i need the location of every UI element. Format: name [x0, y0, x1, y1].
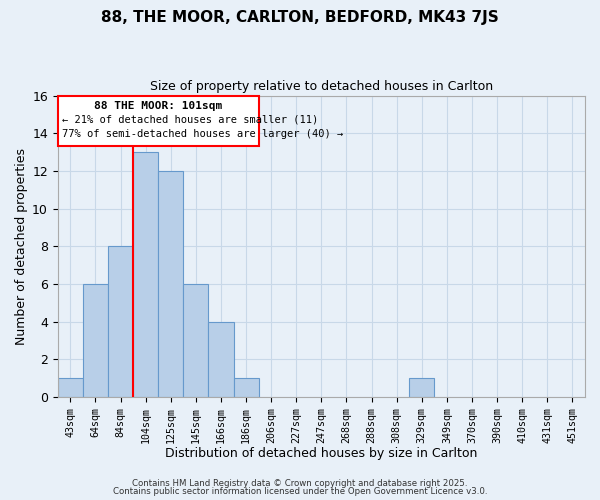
Bar — [208, 322, 233, 397]
X-axis label: Distribution of detached houses by size in Carlton: Distribution of detached houses by size … — [165, 447, 478, 460]
Text: ← 21% of detached houses are smaller (11): ← 21% of detached houses are smaller (11… — [62, 114, 318, 124]
Bar — [108, 246, 133, 397]
Bar — [183, 284, 208, 397]
Text: Contains public sector information licensed under the Open Government Licence v3: Contains public sector information licen… — [113, 487, 487, 496]
Text: 88, THE MOOR, CARLTON, BEDFORD, MK43 7JS: 88, THE MOOR, CARLTON, BEDFORD, MK43 7JS — [101, 10, 499, 25]
Text: Contains HM Land Registry data © Crown copyright and database right 2025.: Contains HM Land Registry data © Crown c… — [132, 478, 468, 488]
Text: 77% of semi-detached houses are larger (40) →: 77% of semi-detached houses are larger (… — [62, 128, 343, 138]
Text: 88 THE MOOR: 101sqm: 88 THE MOOR: 101sqm — [94, 101, 223, 111]
Bar — [133, 152, 158, 397]
Y-axis label: Number of detached properties: Number of detached properties — [15, 148, 28, 345]
Bar — [409, 378, 434, 397]
Bar — [58, 378, 83, 397]
Bar — [233, 378, 259, 397]
Bar — [83, 284, 108, 397]
Title: Size of property relative to detached houses in Carlton: Size of property relative to detached ho… — [150, 80, 493, 93]
FancyBboxPatch shape — [58, 96, 259, 146]
Bar — [158, 171, 183, 397]
